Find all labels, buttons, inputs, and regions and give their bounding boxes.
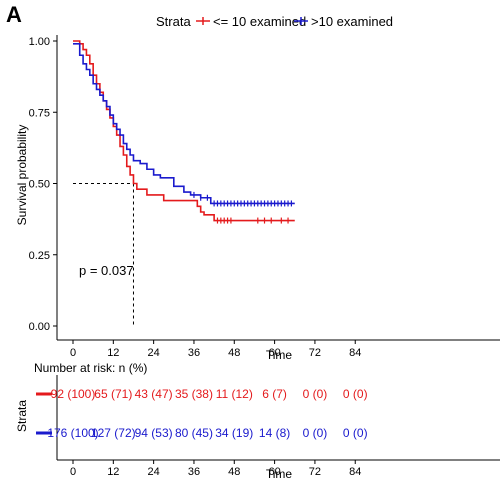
legend-key-group1 [196, 17, 210, 25]
panel-label: A [6, 2, 22, 27]
y-tick-label: 0.75 [29, 107, 50, 119]
median-lines [73, 183, 134, 326]
risk-y-axis-title: Strata [15, 400, 29, 432]
risk-cell: 34 (19) [215, 426, 253, 440]
risk-cell: 0 (0) [303, 387, 328, 401]
risk-x-tick-label: 12 [107, 466, 119, 478]
y-tick-label: 1.00 [29, 36, 50, 48]
p-value-annotation: p = 0.037 [79, 263, 134, 278]
x-tick-label: 72 [309, 347, 321, 359]
legend-title: Strata [156, 14, 191, 29]
risk-cell: 0 (0) [303, 426, 328, 440]
risk-x-tick-label: 24 [148, 466, 160, 478]
survival-curve-group1 [73, 40, 295, 222]
risk-cell: 94 (53) [135, 426, 173, 440]
risk-cell: 0 (0) [343, 387, 368, 401]
y-tick-label: 0.25 [29, 250, 50, 262]
x-ticks: 0 12 24 36 48 60 72 84 [70, 340, 361, 359]
risk-cell: 11 (12) [216, 387, 253, 401]
risk-cell: 14 (8) [259, 426, 290, 440]
risk-cell: 176 (100) [47, 426, 98, 440]
risk-x-tick-label: 60 [268, 466, 280, 478]
risk-table: Number at risk: n (%) Strata Time 92 (10… [15, 361, 500, 481]
risk-cell: 43 (47) [135, 387, 173, 401]
legend: Strata <= 10 examined >10 examined [156, 14, 393, 29]
risk-x-tick-label: 48 [228, 466, 240, 478]
x-tick-label: 84 [349, 347, 361, 359]
risk-cell: 80 (45) [175, 426, 213, 440]
y-axis-title: Survival probability [15, 125, 29, 226]
y-ticks: 0.00 0.25 0.50 0.75 1.00 [29, 36, 57, 333]
legend-label-group2: >10 examined [311, 14, 393, 29]
y-tick-label: 0.50 [29, 179, 50, 191]
risk-cell: 65 (71) [94, 387, 132, 401]
km-plot: Survival probability Time p = 0.037 0.00… [15, 35, 500, 362]
risk-cell: 127 (72) [91, 426, 136, 440]
risk-cell: 35 (38) [175, 387, 213, 401]
risk-cells: 92 (100)65 (71) 43 (47) 35 (38) 11 (12) 6 (7… [47, 387, 367, 440]
survival-curves [73, 40, 295, 224]
x-axis-title: Time [266, 348, 293, 362]
x-tick-label: 24 [148, 347, 160, 359]
risk-cell: 6 (7) [262, 387, 287, 401]
risk-x-tick-label: 36 [188, 466, 200, 478]
risk-cell: 92 (100) [51, 387, 96, 401]
y-tick-label: 0.00 [29, 321, 50, 333]
risk-row-keys [36, 392, 52, 435]
risk-table-title: Number at risk: n (%) [34, 361, 147, 375]
survival-curve-group2 [73, 43, 295, 205]
risk-x-axis-title: Time [266, 467, 293, 481]
risk-x-tick-label: 0 [70, 466, 76, 478]
x-tick-label: 60 [268, 347, 280, 359]
risk-cell: 0 (0) [343, 426, 368, 440]
risk-x-tick-label: 72 [309, 466, 321, 478]
x-tick-label: 48 [228, 347, 240, 359]
risk-x-tick-label: 84 [349, 466, 361, 478]
x-tick-label: 12 [107, 347, 119, 359]
legend-label-group1: <= 10 examined [213, 14, 306, 29]
risk-x-ticks: 0 12 24 36 48 60 72 84 [70, 460, 361, 478]
x-tick-label: 0 [70, 347, 76, 359]
legend-key-group2 [294, 17, 308, 25]
x-tick-label: 36 [188, 347, 200, 359]
